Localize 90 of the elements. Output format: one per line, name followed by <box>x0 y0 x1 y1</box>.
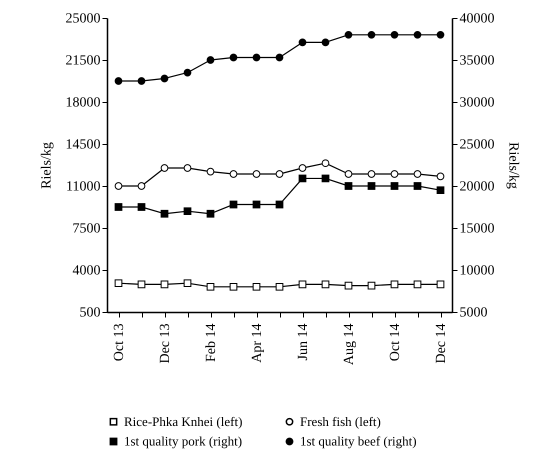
x-tick-label: Oct 13 <box>112 324 127 362</box>
point <box>252 282 260 291</box>
point <box>114 182 122 190</box>
point <box>368 182 376 190</box>
point <box>276 170 284 178</box>
point <box>138 280 146 288</box>
point <box>298 38 306 46</box>
x-tick-label: Dec 14 <box>434 324 449 364</box>
y-tick-label: 4000 <box>72 264 100 278</box>
point <box>138 182 146 190</box>
point <box>160 210 168 218</box>
point <box>344 182 352 190</box>
point <box>298 174 306 182</box>
x-tick-label: Feb 14 <box>204 324 219 362</box>
point <box>414 280 422 288</box>
point <box>184 164 192 172</box>
point <box>322 174 330 182</box>
point <box>230 170 238 178</box>
point <box>344 30 352 39</box>
point <box>184 279 192 288</box>
point <box>276 282 284 291</box>
point <box>344 170 352 178</box>
point <box>390 170 398 178</box>
y-axis-title: Riels/kg <box>40 142 54 189</box>
point <box>436 280 444 288</box>
point <box>414 30 422 39</box>
y-tick-label: 18000 <box>66 96 100 110</box>
point <box>206 168 214 176</box>
point <box>322 38 330 46</box>
point <box>322 159 330 168</box>
point <box>414 170 422 178</box>
point <box>138 77 146 85</box>
point <box>114 279 122 288</box>
point <box>344 282 352 290</box>
point <box>436 186 444 194</box>
point <box>206 56 214 64</box>
legend-label: 1st quality beef (right) <box>300 434 417 448</box>
point <box>230 282 238 291</box>
point <box>322 280 330 288</box>
y2-tick-label: 25000 <box>460 138 494 152</box>
point <box>114 77 122 85</box>
x-tick-label: Oct 14 <box>388 324 403 362</box>
legend-label: Fresh fish (left) <box>300 414 381 429</box>
point <box>252 200 260 208</box>
point <box>390 182 398 190</box>
point <box>230 200 238 208</box>
point <box>138 203 146 211</box>
point <box>390 30 398 39</box>
legend-label: Rice-Phka Knhei (left) <box>124 414 242 429</box>
y-tick-label: 7500 <box>72 222 100 236</box>
y2-tick-label: 10000 <box>460 264 494 278</box>
legend-label: 1st quality pork (right) <box>124 434 242 448</box>
point <box>368 170 376 178</box>
y2-tick-label: 15000 <box>460 222 494 236</box>
y2-tick-label: 40000 <box>460 12 494 26</box>
point <box>252 54 260 62</box>
point <box>368 282 376 290</box>
point <box>160 164 168 172</box>
y-tick-label: 25000 <box>66 12 100 26</box>
point <box>298 280 306 288</box>
point <box>276 54 284 62</box>
point <box>298 164 306 172</box>
point <box>160 74 168 82</box>
x-tick-label: Dec 13 <box>158 324 173 364</box>
y-tick-label: 500 <box>80 306 100 320</box>
point <box>160 280 168 288</box>
point <box>436 172 444 180</box>
y2-tick-label: 35000 <box>460 54 494 68</box>
point <box>252 170 260 178</box>
y-tick-label: 11000 <box>66 180 100 194</box>
y-tick-label: 14500 <box>66 138 100 152</box>
point <box>436 30 444 39</box>
point <box>414 182 422 190</box>
y-tick-label: 21500 <box>66 54 100 68</box>
point <box>184 207 192 216</box>
point <box>390 280 398 288</box>
point <box>206 282 214 291</box>
point <box>276 200 284 208</box>
point <box>368 30 376 39</box>
point <box>230 54 238 62</box>
x-tick-label: Jun 14 <box>296 324 311 360</box>
y2-tick-label: 30000 <box>460 96 494 110</box>
y2-tick-label: 20000 <box>460 180 494 194</box>
y2-tick-label: 5000 <box>460 306 488 320</box>
point <box>184 68 192 76</box>
point <box>206 210 214 218</box>
y2-axis-title: Riels/kg <box>506 142 520 189</box>
x-tick-label: Aug 14 <box>342 324 357 366</box>
point <box>114 203 122 211</box>
x-tick-label: Apr 14 <box>250 324 265 363</box>
